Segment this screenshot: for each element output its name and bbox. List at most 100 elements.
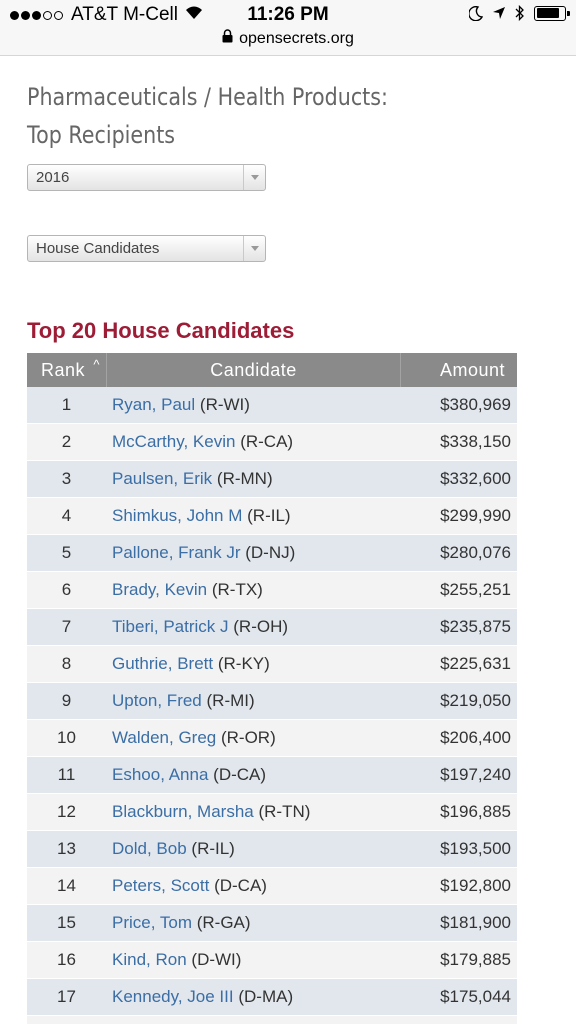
amount-cell: $338,150 — [440, 432, 511, 451]
candidate-type-select[interactable]: House Candidates — [27, 235, 266, 262]
candidate-party: (R-MN) — [216, 469, 273, 488]
amount-cell: $197,240 — [440, 765, 511, 784]
table-row: 5 Pallone, Frank Jr (D-NJ) $280,076 — [27, 535, 517, 572]
candidate-link[interactable]: Shimkus, John M — [112, 506, 243, 525]
candidate-party: (R-OH) — [233, 617, 289, 636]
candidate-link[interactable]: Pallone, Frank Jr — [112, 543, 241, 562]
candidate-cell: Ryan, Paul (R-WI) — [106, 395, 400, 415]
chevron-down-icon — [243, 236, 265, 261]
candidate-link[interactable]: Dold, Bob — [112, 839, 187, 858]
url-text: opensecrets.org — [239, 29, 354, 47]
rank-cell: 15 — [57, 913, 76, 932]
candidate-cell: Walden, Greg (R-OR) — [106, 728, 400, 748]
table-row: 17 Kennedy, Joe III (D-MA) $175,044 — [27, 979, 517, 1016]
recipients-table: Rank ^ Candidate Amount 1 Ryan, Paul (R-W… — [27, 353, 517, 1024]
amount-cell: $255,251 — [440, 580, 511, 599]
table-row: 15 Price, Tom (R-GA) $181,900 — [27, 905, 517, 942]
candidate-party: (R-TX) — [211, 580, 263, 599]
table-row: 16 Kind, Ron (D-WI) $179,885 — [27, 942, 517, 979]
chevron-down-icon — [243, 165, 265, 190]
amount-cell: $225,631 — [440, 654, 511, 673]
status-bar: AT&T M-Cell 11:26 PM opensecrets.org — [0, 0, 576, 56]
candidate-cell: Eshoo, Anna (D-CA) — [106, 765, 400, 785]
amount-cell: $179,885 — [440, 950, 511, 969]
amount-cell: $280,076 — [440, 543, 511, 562]
column-header-candidate[interactable]: Candidate — [106, 353, 400, 387]
amount-cell: $175,044 — [440, 987, 511, 1006]
candidate-link[interactable]: Walden, Greg — [112, 728, 217, 747]
candidate-party: (R-OR) — [220, 728, 276, 747]
candidate-link[interactable]: Ryan, Paul — [112, 395, 196, 414]
table-row: 7 Tiberi, Patrick J (R-OH) $235,875 — [27, 609, 517, 646]
candidate-cell: Kind, Ron (D-WI) — [106, 950, 400, 970]
candidate-party: (R-IL) — [247, 506, 291, 525]
candidate-link[interactable]: Tiberi, Patrick J — [112, 617, 229, 636]
signal-strength-icon — [10, 10, 65, 20]
table-row: 11 Eshoo, Anna (D-CA) $197,240 — [27, 757, 517, 794]
candidate-party: (D-MA) — [238, 987, 294, 1006]
candidate-party: (D-WI) — [191, 950, 242, 969]
candidate-link[interactable]: Blackburn, Marsha — [112, 802, 254, 821]
bluetooth-icon — [515, 5, 525, 21]
table-row: 2 McCarthy, Kevin (R-CA) $338,150 — [27, 424, 517, 461]
table-row: 13 Dold, Bob (R-IL) $193,500 — [27, 831, 517, 868]
table-row: 10 Walden, Greg (R-OR) $206,400 — [27, 720, 517, 757]
candidate-link[interactable]: Guthrie, Brett — [112, 654, 214, 673]
table-row: 12 Blackburn, Marsha (R-TN) $196,885 — [27, 794, 517, 831]
candidate-link[interactable]: Kennedy, Joe III — [112, 987, 234, 1006]
candidate-cell: Brady, Kevin (R-TX) — [106, 580, 400, 600]
rank-cell: 5 — [61, 543, 72, 562]
table-row: 8 Guthrie, Brett (R-KY) $225,631 — [27, 646, 517, 683]
amount-cell: $192,800 — [440, 876, 511, 895]
candidate-link[interactable]: Paulsen, Erik — [112, 469, 213, 488]
carrier-name: AT&T M-Cell — [71, 4, 178, 25]
rank-cell: 2 — [61, 432, 72, 451]
candidate-link[interactable]: Peters, Scott — [112, 876, 210, 895]
table-row: 3 Paulsen, Erik (R-MN) $332,600 — [27, 461, 517, 498]
rank-cell: 3 — [61, 469, 72, 488]
amount-cell: $299,990 — [440, 506, 511, 525]
candidate-link[interactable]: Kind, Ron — [112, 950, 187, 969]
candidate-cell: Kennedy, Joe III (D-MA) — [106, 987, 400, 1007]
candidate-cell: Paulsen, Erik (R-MN) — [106, 469, 400, 489]
candidate-link[interactable]: Brady, Kevin — [112, 580, 208, 599]
candidate-type-select-value: House Candidates — [36, 240, 160, 257]
column-header-rank[interactable]: Rank ^ — [27, 353, 106, 387]
amount-cell: $219,050 — [440, 691, 511, 710]
candidate-party: (R-GA) — [196, 913, 251, 932]
clock: 11:26 PM — [247, 4, 329, 25]
candidate-party: (R-MI) — [206, 691, 255, 710]
rank-cell: 4 — [61, 506, 72, 525]
year-select[interactable]: 2016 — [27, 164, 266, 191]
rank-cell: 1 — [61, 395, 72, 414]
candidate-link[interactable]: Price, Tom — [112, 913, 192, 932]
rank-cell: 10 — [57, 728, 76, 747]
candidate-party: (R-IL) — [191, 839, 235, 858]
candidate-cell: Dold, Bob (R-IL) — [106, 839, 400, 859]
table-body: 1 Ryan, Paul (R-WI) $380,969 2 McCarthy, Kev… — [27, 387, 517, 1024]
table-row: 9 Upton, Fred (R-MI) $219,050 — [27, 683, 517, 720]
column-header-amount-label: Amount — [439, 359, 505, 380]
location-arrow-icon — [492, 6, 506, 20]
rank-cell: 7 — [61, 617, 72, 636]
wifi-icon — [184, 4, 204, 26]
rank-cell: 13 — [57, 839, 76, 858]
candidate-cell: McCarthy, Kevin (R-CA) — [106, 432, 400, 452]
page-title-line2: Top Recipients — [27, 121, 176, 149]
candidate-link[interactable]: Upton, Fred — [112, 691, 202, 710]
amount-cell: $181,900 — [440, 913, 511, 932]
lock-icon — [222, 29, 233, 48]
address-bar[interactable]: opensecrets.org — [0, 29, 576, 48]
table-row — [27, 1016, 517, 1024]
status-icons — [460, 5, 570, 21]
table-row: 14 Peters, Scott (D-CA) $192,800 — [27, 868, 517, 905]
candidate-party: (D-CA) — [213, 765, 267, 784]
candidate-link[interactable]: McCarthy, Kevin — [112, 432, 236, 451]
amount-cell: $332,600 — [440, 469, 511, 488]
candidate-link[interactable]: Eshoo, Anna — [112, 765, 209, 784]
column-header-rank-label: Rank — [41, 359, 86, 380]
column-header-candidate-label: Candidate — [210, 359, 297, 380]
column-header-amount[interactable]: Amount — [400, 353, 517, 387]
candidate-party: (R-TN) — [258, 802, 311, 821]
section-heading: Top 20 House Candidates — [27, 318, 295, 343]
